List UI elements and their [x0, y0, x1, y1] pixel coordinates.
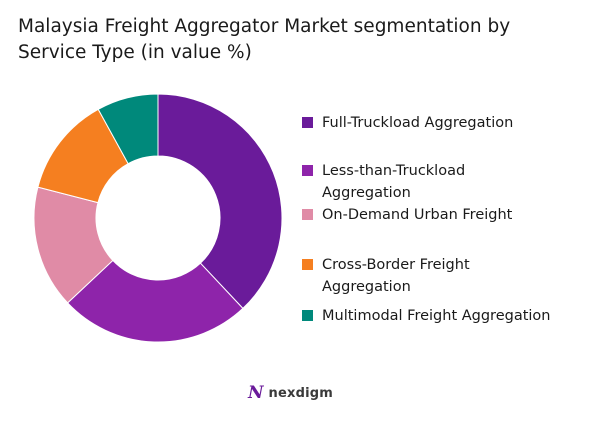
legend-item-multimodal: Multimodal Freight Aggregation: [302, 305, 592, 327]
legend-label: Full-Truckload Aggregation: [322, 115, 514, 131]
chart-title: Malaysia Freight Aggregator Market segme…: [18, 16, 511, 63]
legend-label: Multimodal Freight Aggregation: [322, 308, 551, 324]
donut-slice-full-truckload: [157, 93, 283, 310]
donut-slice-multimodal: [97, 93, 159, 165]
brand-logo-icon: N: [248, 383, 264, 403]
legend-swatch: [302, 310, 313, 321]
legend-item-cross-border: Cross-Border Freight Aggregation: [302, 254, 592, 298]
legend-swatch: [302, 259, 313, 270]
legend-label: On-Demand Urban Freight: [322, 207, 513, 223]
legend-swatch: [302, 117, 313, 128]
legend-item-less-than-truckload: Less-than-Truckload Aggregation: [302, 160, 592, 204]
legend-item-full-truckload: Full-Truckload Aggregation: [302, 112, 592, 134]
legend-swatch: [302, 209, 313, 220]
legend-item-on-demand-urban: On-Demand Urban Freight: [302, 204, 592, 226]
legend-label: Less-than-Truckload Aggregation: [322, 163, 466, 201]
legend-label: Cross-Border Freight Aggregation: [322, 257, 470, 295]
donut-slice-less-than-truckload: [66, 259, 244, 343]
brand-name: nexdigm: [268, 385, 334, 401]
brand-logo: N nexdigm: [248, 384, 333, 402]
legend-swatch: [302, 165, 313, 176]
